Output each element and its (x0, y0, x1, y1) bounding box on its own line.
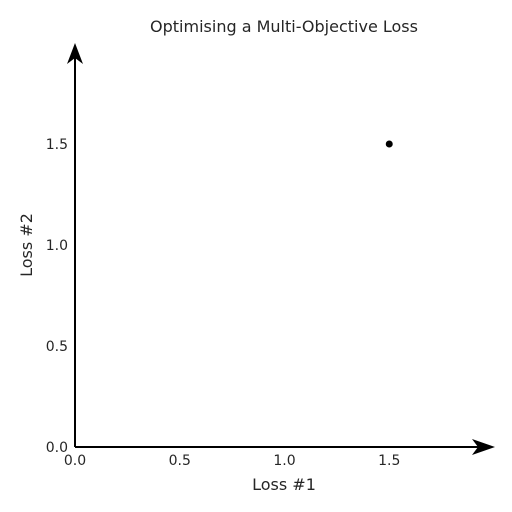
x-axis-label: Loss #1 (252, 475, 316, 494)
y-axis-label: Loss #2 (17, 213, 36, 277)
x-axis-arrow-icon (472, 439, 495, 455)
x-tick-label: 0.0 (64, 453, 86, 469)
scatter-point (385, 140, 393, 148)
y-axis-arrow-icon (67, 43, 83, 64)
scatter-points (385, 140, 393, 148)
y-tick-label: 0.0 (46, 440, 68, 456)
chart-title: Optimising a Multi-Objective Loss (150, 17, 418, 36)
x-tick-labels: 0.0 0.5 1.0 1.5 (64, 453, 401, 469)
y-tick-label: 0.5 (46, 339, 68, 355)
y-tick-label: 1.0 (46, 238, 68, 254)
x-tick-label: 1.5 (378, 453, 400, 469)
y-tick-label: 1.5 (46, 137, 68, 153)
y-tick-labels: 0.0 0.5 1.0 1.5 (46, 137, 68, 456)
x-tick-label: 0.5 (169, 453, 191, 469)
x-tick-label: 1.0 (273, 453, 295, 469)
